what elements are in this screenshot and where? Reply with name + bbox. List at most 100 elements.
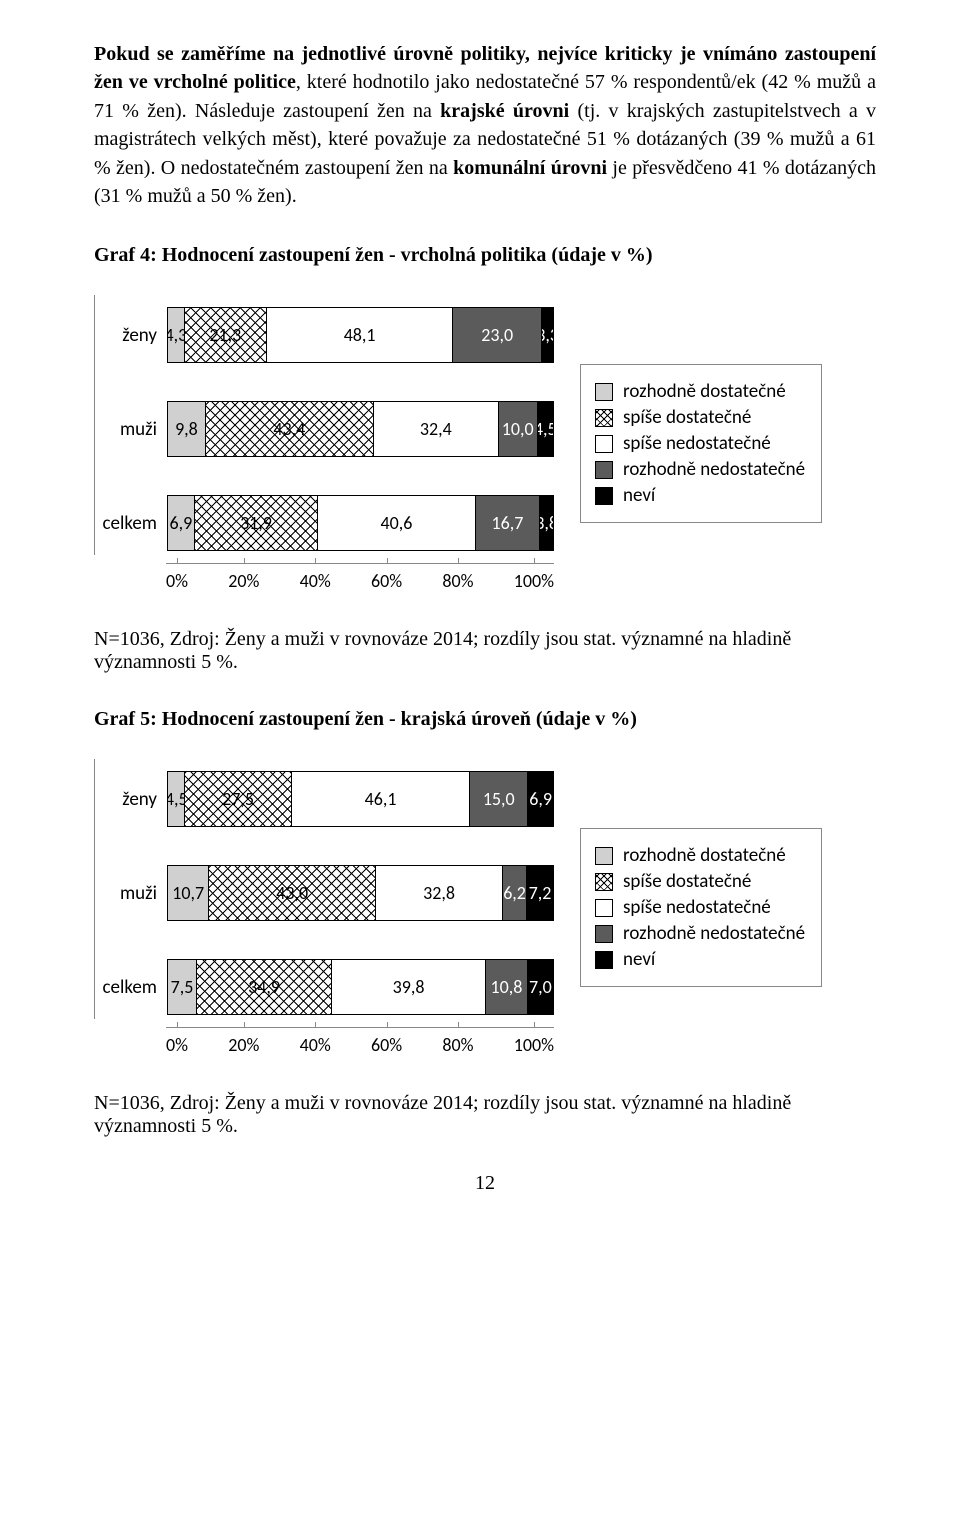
chart4-tick: 80%	[442, 570, 473, 592]
chart4-seg-ženy-4: 3,3	[541, 307, 554, 363]
chart5-seg-celkem-4: 7,0	[527, 959, 554, 1015]
page-number: 12	[94, 1172, 876, 1195]
chart5-seg-celkem-2: 39,8	[331, 959, 485, 1015]
chart4-row-muži: muži9,843,432,410,04,5	[95, 401, 554, 457]
chart5-label-celkem: celkem	[95, 976, 167, 999]
chart5-seg-ženy-1: 27,5	[184, 771, 290, 827]
legend5-label-b: spíše dostatečné	[623, 870, 751, 893]
swatch5-d	[595, 925, 613, 943]
chart5-label-muži: muži	[95, 882, 167, 905]
chart4-row-ženy: ženy4,321,348,123,03,3	[95, 307, 554, 363]
legend-item-d: rozhodně nedostatečné	[595, 458, 805, 481]
chart4-seg-muži-1: 43,4	[205, 401, 373, 457]
chart4-seg-celkem-0: 6,9	[167, 495, 194, 551]
legend5-label-e: neví	[623, 948, 655, 971]
chart5-tick: 20%	[228, 1034, 259, 1056]
chart4-seg-celkem-3: 16,7	[475, 495, 540, 551]
legend5-item-d: rozhodně nedostatečné	[595, 922, 805, 945]
chart4-row-celkem: celkem6,931,940,616,73,8	[95, 495, 554, 551]
swatch-d	[595, 461, 613, 479]
chart4-tick: 20%	[228, 570, 259, 592]
chart4-legend-col: rozhodně dostatečné spíše dostatečné spí…	[554, 364, 876, 523]
legend-item-a: rozhodně dostatečné	[595, 380, 805, 403]
chart4-label-muži: muži	[95, 418, 167, 441]
chart4-seg-celkem-1: 31,9	[194, 495, 318, 551]
chart5-title: Graf 5: Hodnocení zastoupení žen - krajs…	[94, 708, 876, 731]
chart4-bar-muži: 9,843,432,410,04,5	[167, 401, 554, 457]
chart5-seg-ženy-0: 4,5	[167, 771, 184, 827]
chart4-label-celkem: celkem	[95, 512, 167, 535]
chart4-seg-ženy-1: 21,3	[184, 307, 266, 363]
chart5-tick: 40%	[300, 1034, 331, 1056]
swatch-a	[595, 383, 613, 401]
chart5-tick: 100%	[514, 1034, 554, 1056]
legend5-label-a: rozhodně dostatečné	[623, 844, 786, 867]
chart5-legend-col: rozhodně dostatečné spíše dostatečné spí…	[554, 828, 876, 987]
chart5-row-ženy: ženy4,527,546,115,06,9	[95, 771, 554, 827]
chart4-seg-muži-4: 4,5	[537, 401, 554, 457]
chart5-label-ženy: ženy	[95, 788, 167, 811]
chart4-seg-ženy-0: 4,3	[167, 307, 184, 363]
chart5-legend: rozhodně dostatečné spíše dostatečné spí…	[580, 828, 822, 987]
chart5-tick: 60%	[371, 1034, 402, 1056]
chart5-seg-muži-4: 7,2	[526, 865, 554, 921]
swatch5-c	[595, 899, 613, 917]
chart4-source: N=1036, Zdroj: Ženy a muži v rovnováze 2…	[94, 628, 876, 674]
chart4-tick: 100%	[514, 570, 554, 592]
legend-label-e: neví	[623, 484, 655, 507]
chart4-seg-muži-0: 9,8	[167, 401, 205, 457]
chart5-row: ženy4,527,546,115,06,9muži10,743,032,86,…	[94, 759, 876, 1056]
chart4-tick: 60%	[371, 570, 402, 592]
chart4-seg-muži-2: 32,4	[373, 401, 498, 457]
chart4-frame: ženy4,321,348,123,03,3 muži9,843,432,410,…	[94, 295, 554, 555]
chart5-seg-muži-0: 10,7	[167, 865, 208, 921]
chart5-seg-muži-1: 43,0	[208, 865, 375, 921]
legend5-item-a: rozhodně dostatečné	[595, 844, 805, 867]
chart4-tick: 40%	[300, 570, 331, 592]
chart4-axis: 0%20%40%60%80%100%	[94, 563, 554, 592]
legend-item-b: spíše dostatečné	[595, 406, 805, 429]
swatch-c	[595, 435, 613, 453]
chart5-bar-celkem: 7,534,939,810,87,0	[167, 959, 554, 1015]
chart5-tick: 80%	[442, 1034, 473, 1056]
swatch5-e	[595, 951, 613, 969]
chart4-seg-muži-3: 10,0	[498, 401, 537, 457]
page: Pokud se zaměříme na jednotlivé úrovně p…	[0, 0, 960, 1245]
chart4-label-ženy: ženy	[95, 324, 167, 347]
chart5-frame: ženy4,527,546,115,06,9muži10,743,032,86,…	[94, 759, 554, 1019]
chart5-bar-muži: 10,743,032,86,27,2	[167, 865, 554, 921]
swatch5-b	[595, 873, 613, 891]
chart5-row-muži: muži10,743,032,86,27,2	[95, 865, 554, 921]
chart4-legend: rozhodně dostatečné spíše dostatečné spí…	[580, 364, 822, 523]
chart4-seg-ženy-3: 23,0	[452, 307, 541, 363]
chart5-row-celkem: celkem7,534,939,810,87,0	[95, 959, 554, 1015]
chart5-seg-celkem-1: 34,9	[196, 959, 331, 1015]
swatch-e	[595, 487, 613, 505]
chart5-seg-celkem-3: 10,8	[485, 959, 527, 1015]
chart5-seg-ženy-4: 6,9	[527, 771, 554, 827]
para-bold-2: krajské úrovni	[440, 100, 569, 122]
chart4-seg-ženy-2: 48,1	[266, 307, 452, 363]
para-bold-3: komunální úrovni	[453, 157, 607, 179]
chart5-axis: 0% 20% 40% 60% 80% 100%	[94, 1027, 554, 1056]
chart5-tick: 0%	[166, 1034, 188, 1056]
legend5-label-d: rozhodně nedostatečné	[623, 922, 805, 945]
chart4-seg-celkem-4: 3,8	[539, 495, 554, 551]
chart5-seg-celkem-0: 7,5	[167, 959, 196, 1015]
legend5-item-e: neví	[595, 948, 805, 971]
swatch5-a	[595, 847, 613, 865]
chart5-seg-ženy-3: 15,0	[469, 771, 527, 827]
intro-paragraph: Pokud se zaměříme na jednotlivé úrovně p…	[94, 40, 876, 210]
chart4-bar-celkem: 6,931,940,616,73,8	[167, 495, 554, 551]
chart5-seg-ženy-2: 46,1	[291, 771, 469, 827]
legend5-item-b: spíše dostatečné	[595, 870, 805, 893]
chart4-title: Graf 4: Hodnocení zastoupení žen - vrcho…	[94, 244, 876, 267]
chart4-row: ženy4,321,348,123,03,3 muži9,843,432,410,…	[94, 295, 876, 592]
legend-item-e: neví	[595, 484, 805, 507]
chart5-source: N=1036, Zdroj: Ženy a muži v rovnováze 2…	[94, 1092, 876, 1138]
chart4-seg-celkem-2: 40,6	[317, 495, 474, 551]
legend5-item-c: spíše nedostatečné	[595, 896, 805, 919]
chart4-bar-ženy: 4,321,348,123,03,3	[167, 307, 554, 363]
chart5-seg-muži-2: 32,8	[375, 865, 502, 921]
chart5-seg-muži-3: 6,2	[502, 865, 526, 921]
